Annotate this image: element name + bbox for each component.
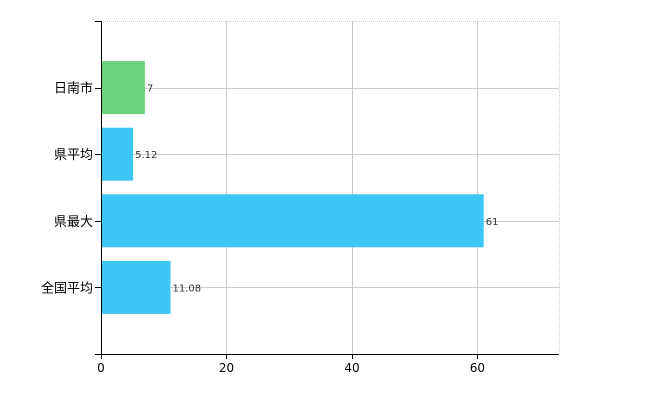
bar-layer (101, 61, 484, 314)
x-tick-label: 0 (97, 361, 105, 375)
data-label: 7 (147, 84, 153, 95)
bar (101, 127, 134, 181)
category-label: 全国平均 (41, 280, 93, 296)
label-layer: 7 日南市 5.12 県平均 61 県最大 11.08 全国平均 0 20 40 60 (41, 81, 498, 375)
category-label: 日南市 (54, 81, 93, 97)
bar (101, 194, 484, 248)
data-label: 5.12 (135, 150, 157, 161)
category-label: 県平均 (54, 148, 93, 163)
data-label: 11.08 (173, 283, 202, 294)
category-label: 県最大 (54, 215, 93, 230)
bar (101, 260, 171, 314)
bar (101, 61, 145, 115)
axis-layer (95, 21, 559, 359)
x-tick-label: 60 (470, 361, 485, 375)
x-tick-label: 20 (219, 361, 234, 375)
x-tick-label: 40 (344, 361, 359, 375)
data-label: 61 (486, 217, 499, 228)
